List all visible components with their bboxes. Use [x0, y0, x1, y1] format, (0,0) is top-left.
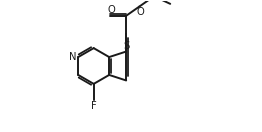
Text: F: F [91, 101, 97, 110]
Text: O: O [107, 5, 115, 15]
Text: N: N [69, 52, 77, 62]
Text: O: O [136, 7, 144, 17]
Text: S: S [123, 41, 130, 51]
